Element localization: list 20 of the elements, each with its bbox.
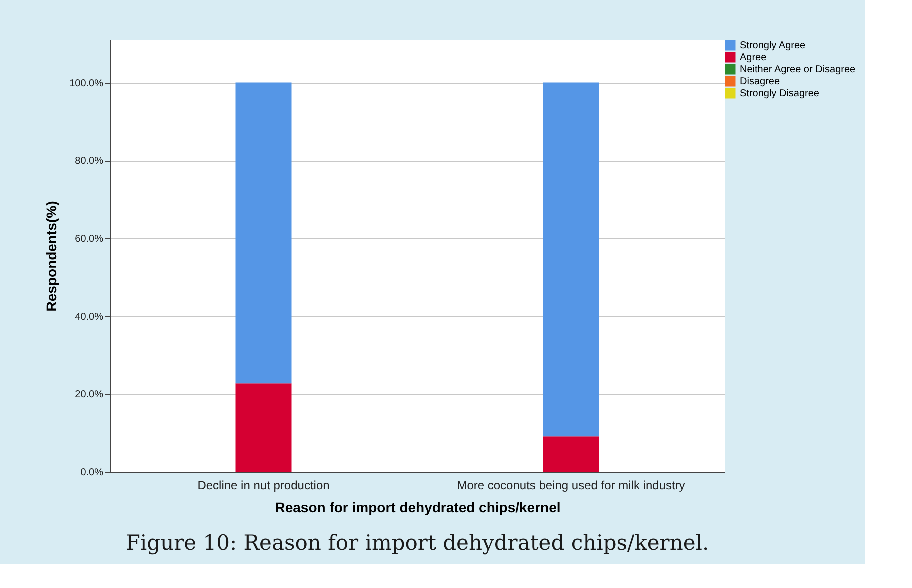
x-tick-label: More coconuts being used for milk industry [457, 478, 686, 492]
bar [236, 384, 292, 472]
bar [543, 436, 600, 472]
y-tick-label: 60.0% [75, 234, 104, 245]
legend-label: Strongly Disagree [740, 88, 820, 100]
legend-label: Disagree [740, 76, 780, 88]
x-tick-label: Decline in nut production [198, 478, 330, 492]
y-tick-label: 20.0% [75, 390, 104, 401]
y-tick-label: 80.0% [75, 156, 104, 168]
legend-label: Agree [740, 52, 768, 64]
text: Figure 10: Reason for import dehydrated chips/kernel. [126, 531, 710, 555]
x-axis-title: Reason for import dehydrated chips/kernel [275, 500, 561, 516]
legend-label: Strongly Agree [740, 40, 806, 52]
y-tick-label: 40.0% [75, 312, 104, 323]
y-tick-label: 100.0% [70, 78, 104, 90]
y-axis-title: Respondents(%) [44, 201, 60, 312]
legend-label: Neither Agree or Disagree [740, 64, 856, 76]
bar [543, 82, 600, 437]
bar [236, 82, 292, 384]
y-tick-label: 0.0% [80, 468, 104, 478]
